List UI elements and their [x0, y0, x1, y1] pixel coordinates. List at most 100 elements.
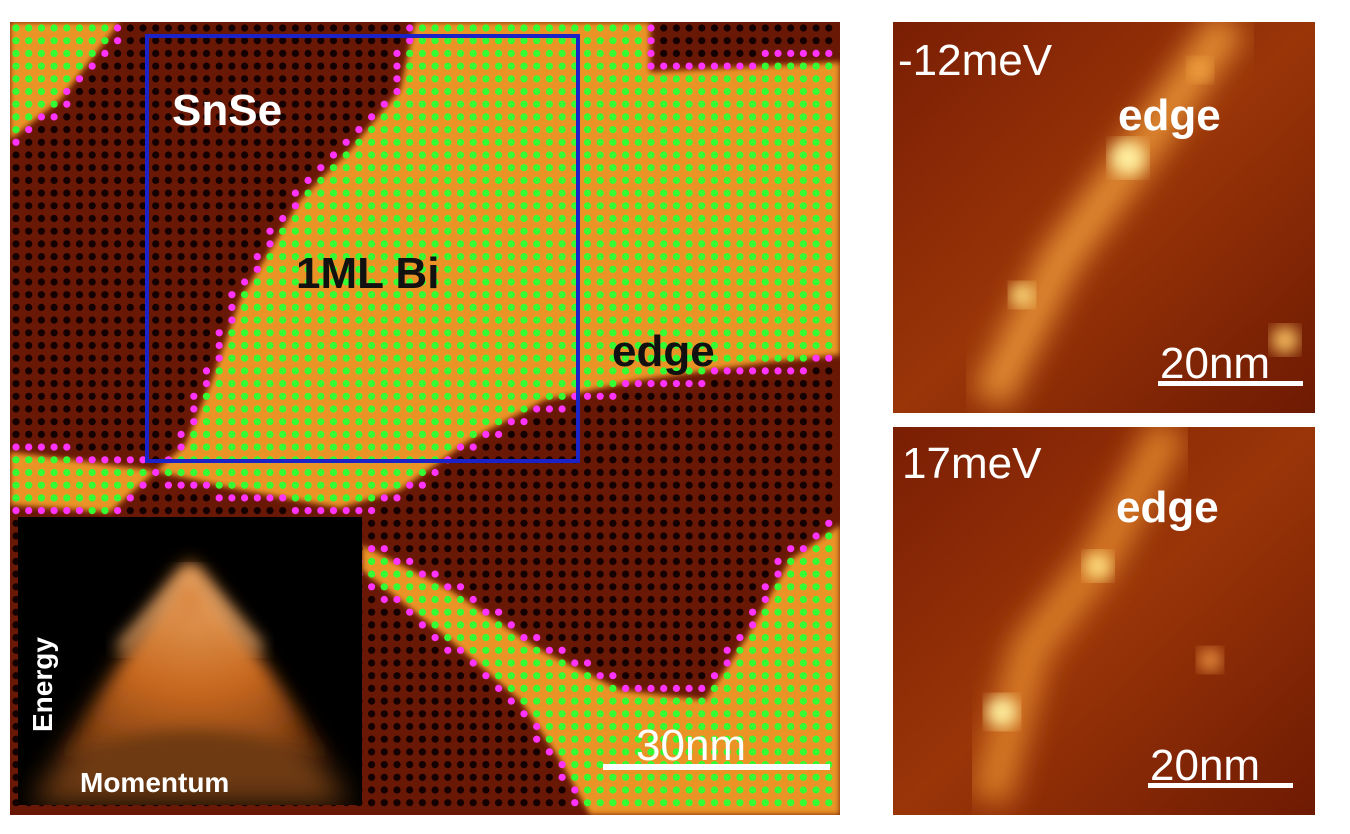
grid-dot: [634, 735, 642, 743]
grid-dot: [380, 748, 388, 756]
grid-dot: [469, 722, 477, 731]
grid-dot: [63, 468, 71, 477]
grid-dot: [545, 583, 554, 591]
grid-dot: [685, 748, 693, 756]
grid-dot: [241, 126, 249, 134]
grid-dot: [520, 253, 528, 261]
grid-dot: [228, 405, 236, 413]
grid-dot: [672, 519, 681, 527]
grid-dot: [164, 278, 172, 286]
grid-dot: [761, 621, 769, 629]
grid-dot: [571, 773, 579, 781]
grid-dot: [571, 684, 579, 693]
grid-dot: [812, 138, 820, 146]
grid-dot: [342, 126, 350, 134]
grid-dot: [736, 24, 744, 32]
grid-dot: [291, 367, 299, 375]
grid-dot: [507, 519, 515, 527]
grid-dot: [672, 672, 681, 680]
grid-dot: [368, 532, 376, 540]
grid-dot: [393, 722, 401, 731]
grid-dot: [482, 202, 490, 210]
grid-dot: [101, 405, 109, 413]
grid-dot: [812, 672, 820, 680]
grid-dot: [672, 253, 681, 261]
grid-dot: [139, 126, 147, 134]
grid-dot: [444, 710, 452, 718]
grid-dot: [749, 748, 757, 756]
grid-dot: [469, 113, 477, 121]
grid-dot: [812, 532, 820, 540]
grid-dot: [456, 773, 465, 781]
grid-dot: [12, 62, 20, 70]
grid-dot: [596, 189, 604, 197]
grid-dot: [88, 24, 96, 32]
grid-dot: [63, 113, 71, 121]
grid-dot: [533, 367, 541, 375]
grid-dot: [622, 697, 630, 705]
grid-dot: [609, 24, 617, 32]
grid-dot: [75, 392, 84, 400]
grid-dot: [533, 278, 541, 286]
grid-dot: [101, 494, 109, 502]
grid-dot: [533, 608, 541, 616]
grid-dot: [406, 62, 414, 70]
grid-dot: [812, 545, 820, 553]
grid-dot: [418, 621, 426, 629]
grid-dot: [482, 545, 490, 553]
grid-dot: [317, 37, 325, 45]
grid-dot: [431, 392, 439, 400]
grid-dot: [152, 100, 160, 108]
grid-dot: [228, 176, 236, 184]
grid-dot: [25, 189, 33, 197]
grid-dot: [812, 316, 820, 324]
grid-dot: [723, 557, 731, 566]
grid-dot: [660, 799, 668, 807]
grid-dot: [812, 24, 820, 32]
grid-dot: [825, 214, 833, 223]
grid-dot: [545, 684, 554, 693]
grid-dot: [520, 278, 528, 286]
grid-dot: [63, 443, 71, 451]
grid-dot: [799, 189, 808, 197]
grid-dot: [114, 113, 122, 121]
grid-dot: [533, 468, 541, 477]
grid-dot: [520, 405, 528, 413]
grid-dot: [50, 100, 58, 108]
grid-dot: [253, 494, 261, 502]
grid-dot: [787, 341, 795, 350]
grid-dot: [634, 202, 642, 210]
grid-dot: [596, 761, 604, 769]
grid-dot: [812, 456, 820, 464]
grid-dot: [787, 786, 795, 794]
grid-dot: [355, 202, 363, 210]
grid-dot: [139, 481, 147, 489]
grid-dot: [799, 595, 808, 604]
grid-dot: [622, 49, 630, 58]
grid-dot: [393, 202, 401, 210]
grid-dot: [495, 672, 503, 680]
grid-dot: [444, 75, 452, 83]
grid-dot: [609, 214, 617, 223]
grid-dot: [177, 113, 185, 121]
grid-dot: [495, 367, 503, 375]
grid-dot: [37, 164, 46, 172]
grid-dot: [698, 595, 706, 604]
grid-dot: [126, 329, 134, 337]
grid-dot: [469, 341, 477, 350]
grid-dot: [444, 24, 452, 32]
grid-dot: [507, 253, 515, 261]
grid-dot: [596, 380, 604, 388]
grid-dot: [634, 341, 642, 350]
grid-dot: [825, 303, 833, 311]
grid-dot: [774, 684, 782, 693]
grid-dot: [114, 430, 122, 438]
grid-dot: [393, 341, 401, 350]
grid-dot: [685, 722, 693, 731]
grid-dot: [774, 240, 782, 248]
grid-dot: [469, 189, 477, 197]
grid-dot: [774, 710, 782, 718]
grid-dot: [672, 722, 681, 731]
grid-dot: [825, 621, 833, 629]
grid-dot: [329, 367, 338, 375]
